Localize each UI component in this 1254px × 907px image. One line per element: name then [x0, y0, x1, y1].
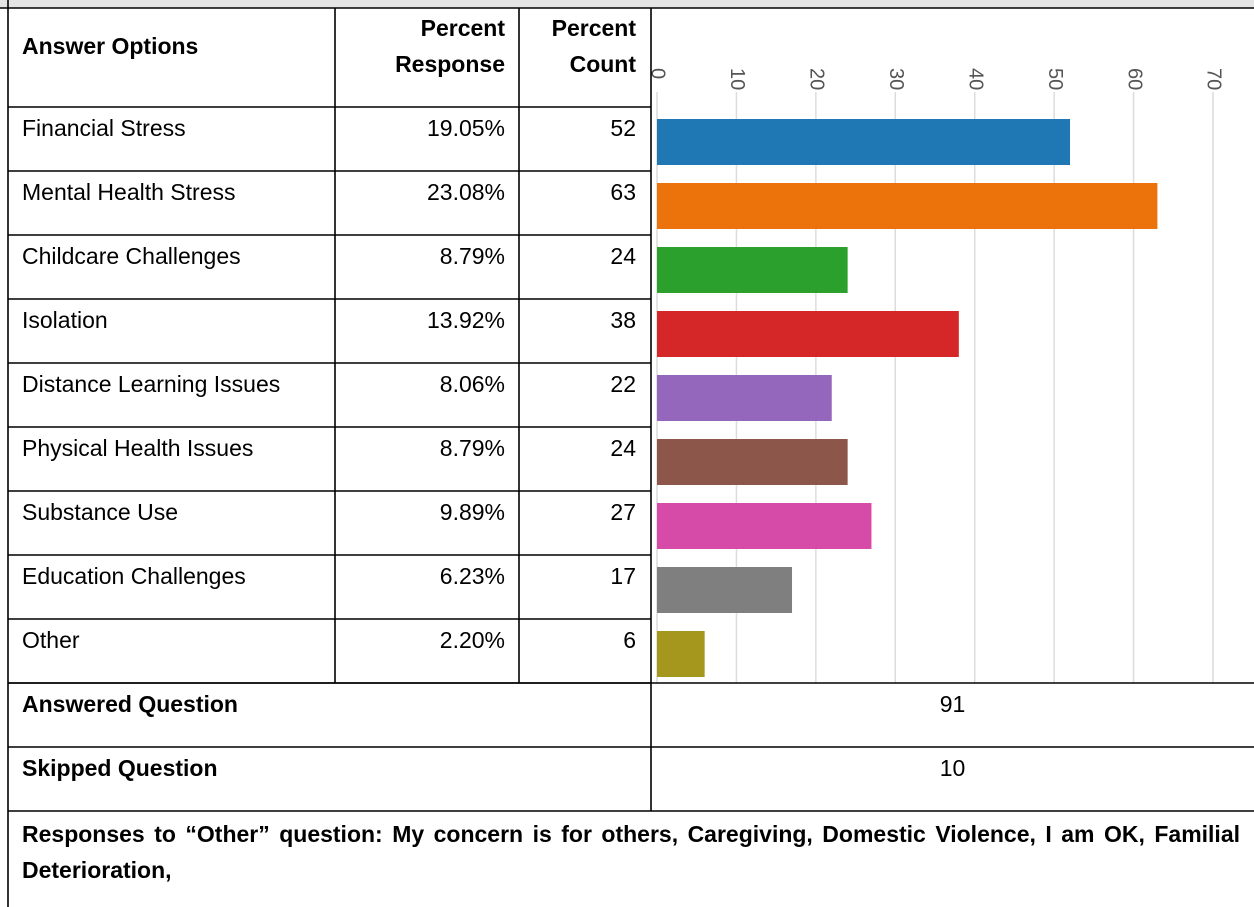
- percent-response: 9.89%: [439, 499, 505, 525]
- percent-count: 24: [610, 435, 636, 461]
- percent-response: 6.23%: [439, 563, 505, 589]
- bar: [657, 503, 872, 549]
- answer-option: Physical Health Issues: [22, 435, 254, 461]
- bar: [657, 375, 832, 421]
- percent-count: 63: [610, 179, 636, 205]
- percent-response: 8.06%: [439, 371, 505, 397]
- answer-option: Substance Use: [22, 499, 178, 525]
- percent-count: 17: [610, 563, 636, 589]
- bar: [657, 311, 959, 357]
- bar: [657, 631, 705, 677]
- percent-count: 24: [610, 243, 636, 269]
- answer-option: Mental Health Stress: [22, 179, 236, 205]
- answer-option: Education Challenges: [22, 563, 246, 589]
- answer-option: Distance Learning Issues: [22, 371, 281, 397]
- percent-count: 52: [610, 115, 636, 141]
- answer-option: Childcare Challenges: [22, 243, 241, 269]
- answer-option: Other: [22, 627, 80, 653]
- x-tick-label: 50: [1044, 68, 1066, 90]
- summary-value: 91: [939, 691, 966, 717]
- header: Percent Response: [395, 15, 505, 77]
- bar: [657, 439, 848, 485]
- bar: [657, 567, 793, 613]
- summary-label: Skipped Question: [22, 755, 218, 781]
- x-tick-label: 60: [1123, 68, 1145, 90]
- x-tick-label: 70: [1203, 68, 1225, 90]
- bar: [657, 119, 1071, 165]
- percent-response: 8.79%: [439, 435, 505, 461]
- percent-count: 38: [610, 307, 636, 333]
- percent-response: 2.20%: [439, 627, 505, 653]
- x-tick-label: 30: [885, 68, 907, 90]
- summary-value: 10: [939, 755, 966, 781]
- top-strip: [0, 0, 1254, 8]
- bar: [657, 183, 1158, 229]
- percent-response: 23.08%: [426, 179, 505, 205]
- x-tick-label: 10: [726, 68, 748, 90]
- answer-option: Isolation: [22, 307, 108, 333]
- percent-count: 6: [623, 627, 636, 653]
- percent-response: 19.05%: [426, 115, 505, 141]
- percent-response: 8.79%: [439, 243, 505, 269]
- percent-response: 13.92%: [426, 307, 505, 333]
- header: Percent Count: [551, 15, 636, 77]
- summary-label: Answered Question: [22, 691, 238, 717]
- bar: [657, 247, 848, 293]
- header: Answer Options: [22, 33, 199, 59]
- percent-count: 27: [610, 499, 636, 525]
- x-tick-label: 40: [964, 68, 986, 90]
- x-tick-label: 20: [806, 68, 828, 90]
- percent-count: 22: [610, 371, 636, 397]
- note: Responses to “Other” question: My concer…: [22, 821, 1240, 883]
- x-tick-label: 0: [647, 68, 669, 79]
- answer-option: Financial Stress: [22, 115, 186, 141]
